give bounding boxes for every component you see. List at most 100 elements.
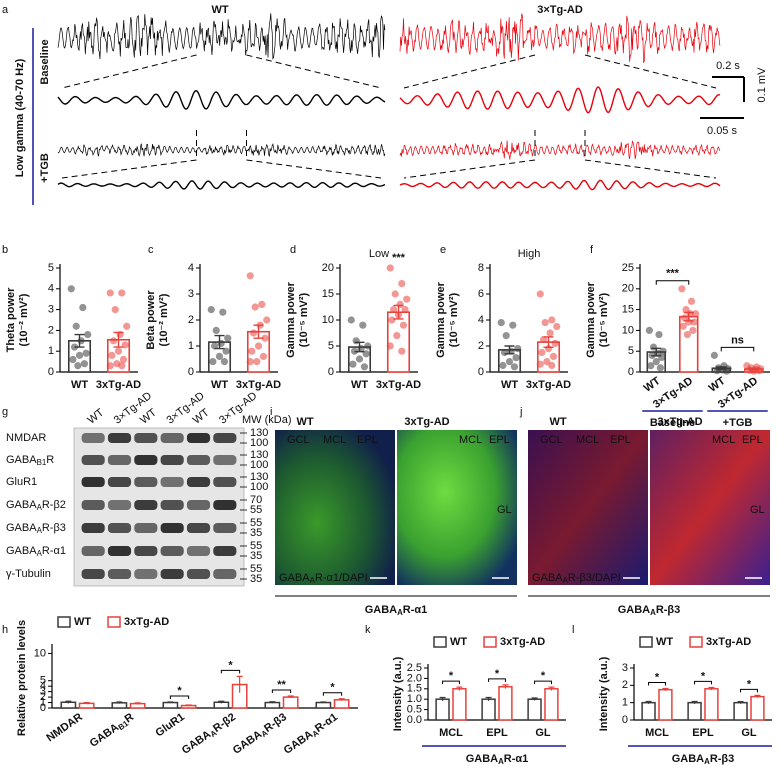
- bar: [333, 699, 350, 709]
- bar: [687, 701, 702, 721]
- blot-band: [213, 546, 237, 556]
- zoom-guide: [246, 54, 382, 89]
- mw-label: 130: [250, 449, 268, 461]
- y-tick-label: 15: [322, 288, 334, 300]
- error-bar: [691, 700, 698, 704]
- text-part: GABA: [532, 572, 563, 584]
- bar: [481, 698, 496, 721]
- y-tick-label: 0: [48, 366, 54, 378]
- lane-label: WT: [138, 406, 159, 426]
- region-label: GCL: [287, 434, 310, 446]
- x-tick-label: 3xTg-AD: [236, 379, 281, 391]
- significance-label: *: [655, 671, 660, 683]
- y-tick-label: 2: [478, 340, 484, 352]
- data-point: [548, 316, 556, 324]
- blot-band: [213, 455, 237, 465]
- significance-label: *: [495, 668, 500, 680]
- text-part: A: [311, 728, 321, 739]
- data-point: [538, 348, 546, 357]
- region-label: EPL: [357, 434, 378, 446]
- y-axis-label: (10⁻² mV²): [158, 293, 170, 346]
- panel-letter: f: [590, 244, 594, 256]
- mw-label: 55: [250, 504, 262, 516]
- y-tick-label: 3: [48, 304, 54, 316]
- legend-swatch: [57, 616, 71, 628]
- bar: [544, 688, 559, 721]
- data-point: [658, 353, 666, 362]
- legend-label: WT: [450, 636, 467, 648]
- y-tick-label: 0: [628, 366, 634, 378]
- data-point: [539, 335, 548, 344]
- data-point: [543, 358, 551, 366]
- data-point: [106, 362, 114, 370]
- trace-expanded: [399, 179, 721, 191]
- condition-label: 3xTg-AD: [657, 416, 702, 428]
- data-point: [652, 358, 660, 366]
- x-tick-label: GL: [535, 727, 551, 739]
- legend-label: WT: [656, 636, 673, 648]
- data-point: [357, 345, 365, 353]
- y-tick-label: 0: [188, 366, 194, 378]
- text-part: R-β3: [710, 753, 734, 765]
- y-axis-label: (10⁻⁵ mV²): [598, 292, 610, 347]
- trace-expanded: [399, 86, 721, 114]
- group-label: +TGB: [723, 417, 753, 429]
- mw-title: MW (kDa): [242, 414, 292, 426]
- micrograph: [275, 430, 395, 585]
- data-point: [507, 347, 515, 355]
- blot-band: [107, 455, 132, 465]
- blot-band: [81, 500, 105, 510]
- blot-band: [186, 523, 211, 533]
- blot-band: [81, 455, 105, 465]
- error-bar: [439, 696, 446, 701]
- y-tick-label: 4: [40, 680, 46, 692]
- protein-label: γ-Tubulin: [6, 568, 51, 580]
- bar: [435, 698, 450, 721]
- significance-bracket: [694, 680, 712, 685]
- data-point: [109, 337, 118, 345]
- scale-label: 0.1 mV: [756, 67, 768, 103]
- blot-band: [81, 546, 105, 556]
- panel-letter: l: [572, 624, 574, 636]
- protein-label: GABAAR-β3: [6, 522, 66, 535]
- legend-swatch: [639, 636, 653, 648]
- data-point: [258, 300, 266, 308]
- data-point: [254, 342, 263, 350]
- significance-bracket: [655, 280, 690, 285]
- y-tick-label: 2.0: [407, 672, 422, 684]
- blot-band: [186, 569, 211, 579]
- data-point: [108, 351, 116, 359]
- data-point: [246, 272, 254, 280]
- y-tick-label: 5: [48, 262, 54, 274]
- protein-label: GABAAR-α1: [6, 545, 66, 558]
- text-part: GABA: [279, 572, 310, 584]
- data-point: [207, 306, 215, 314]
- text-part: A: [650, 608, 656, 617]
- mw-label: 100: [250, 437, 268, 449]
- zoom-guide: [61, 159, 197, 179]
- blot-band: [160, 523, 184, 533]
- mw-label: 55: [250, 517, 262, 529]
- error-bar: [485, 696, 492, 701]
- region-label: MCL: [459, 434, 482, 446]
- data-point: [355, 355, 364, 363]
- text-part: A: [704, 757, 710, 766]
- zoom-guide: [584, 54, 717, 89]
- data-point: [399, 321, 408, 329]
- bar: [452, 688, 467, 721]
- significance-label: *: [177, 685, 182, 697]
- y-tick-label: 3: [188, 288, 194, 300]
- text-part: R-α1: [42, 545, 66, 557]
- mw-label: 35: [250, 573, 262, 585]
- text-part: A: [37, 503, 43, 512]
- y-tick-label: 6: [478, 288, 484, 300]
- significance-label: *: [228, 659, 233, 671]
- blot-band: [213, 477, 237, 487]
- group-label: GABAAR-α1: [466, 753, 529, 766]
- blot-band: [213, 569, 237, 579]
- data-point: [655, 330, 663, 339]
- bar: [704, 688, 719, 721]
- data-point: [536, 360, 544, 368]
- text-part: R-α1: [504, 753, 529, 765]
- blot-band: [107, 500, 132, 510]
